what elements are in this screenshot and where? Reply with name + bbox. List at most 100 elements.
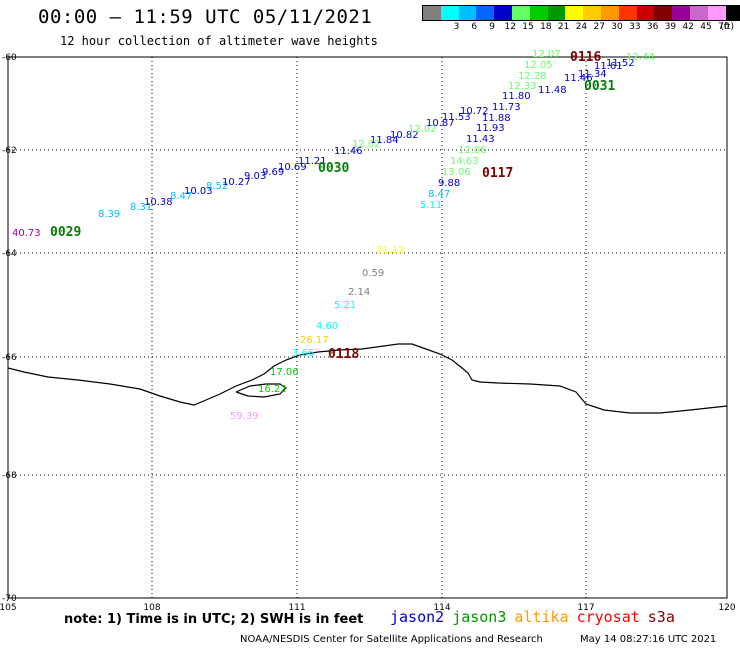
wave-height-label: 10.72 — [460, 106, 489, 117]
legend-swatch — [672, 6, 690, 20]
pass-time-label: 0116 — [570, 50, 601, 65]
pass-time-labels: 0029 0030 0031 0116 0117 0118 — [50, 50, 615, 362]
wave-height-label: 11.21 — [298, 156, 327, 167]
pass-time-label: 0117 — [482, 166, 513, 181]
map-subtitle: 12 hour collection of altimeter wave hei… — [60, 34, 378, 48]
generation-timestamp: May 14 08:27:16 UTC 2021 — [580, 634, 717, 645]
legend-swatch — [654, 6, 673, 20]
legend-tick-label: 42 — [682, 22, 694, 32]
latitude-label: -66 — [2, 353, 17, 363]
wave-height-label: 21.12 — [376, 245, 405, 256]
wave-height-label: 9.88 — [438, 178, 460, 189]
legend-swatch — [600, 6, 619, 20]
wave-height-label: 8.31 — [130, 202, 152, 213]
wave-height-label: 12.44 — [626, 52, 655, 63]
legend-tick-label: 30 — [611, 22, 623, 32]
legend-swatch — [458, 6, 477, 20]
antarctic-coastline — [7, 343, 728, 414]
legend-swatch — [565, 6, 584, 20]
wave-height-label: 10.27 — [222, 177, 251, 188]
wave-height-label: 12.28 — [518, 71, 547, 82]
wave-height-label: 11.43 — [466, 134, 495, 145]
satellite-name: cryosat — [576, 608, 640, 626]
legend-swatch — [636, 6, 655, 20]
legend-swatch — [440, 6, 459, 20]
latitude-label: -70 — [2, 594, 17, 604]
wave-height-label: 5.21 — [334, 300, 356, 311]
wave-height-label: 14.63 — [450, 156, 479, 167]
legend-tick-label: 18 — [540, 22, 552, 32]
legend-swatch — [423, 6, 441, 20]
map-title: 00:00 – 11:59 UTC 05/11/2021 — [38, 6, 373, 28]
wave-height-label: 3.66 — [292, 348, 314, 359]
color-legend-labels: 3 6 9 12 15 18 21 24 27 30 33 36 39 42 45 70 (ft) — [422, 22, 740, 34]
wave-height-label: 8.39 — [98, 209, 120, 220]
legend-tick-label: 24 — [575, 22, 588, 32]
legend-tick-label: 15 — [522, 22, 534, 32]
legend-swatch — [511, 6, 530, 20]
legend-tick-label: 3 — [453, 22, 460, 32]
pass-time-label: 0030 — [318, 161, 349, 176]
wave-height-label: 12.02 — [352, 139, 381, 150]
wave-height-label: 8.47 — [170, 191, 192, 202]
wave-height-label: 11.46 — [334, 146, 363, 157]
pass-time-label: 0029 — [50, 225, 81, 240]
legend-swatch — [725, 6, 740, 20]
latitude-label: -62 — [2, 146, 17, 156]
longitude-label: 108 — [143, 603, 160, 613]
wave-height-label: 9.69 — [262, 167, 284, 178]
wave-height-label: 11.53 — [442, 112, 471, 123]
legend-swatch — [547, 6, 566, 20]
wave-height-label: 5.11 — [420, 200, 442, 211]
legend-tick-label: 33 — [629, 22, 641, 32]
wave-height-label: 8.52 — [206, 181, 228, 192]
pass-time-label: 0118 — [328, 347, 359, 362]
credit-text: NOAA/NESDIS Center for Satellite Applica… — [240, 634, 543, 645]
wave-height-label: 11.73 — [492, 102, 521, 113]
longitude-label: 117 — [577, 603, 594, 613]
legend-tick-label: 21 — [557, 22, 570, 32]
legend-tick-label: 12 — [504, 22, 516, 32]
latitude-label: -64 — [2, 249, 17, 259]
wave-height-label: 11.84 — [370, 135, 399, 146]
legend-tick-label: 39 — [664, 22, 677, 32]
legend-tick-label: 36 — [646, 22, 659, 32]
longitude-label: 114 — [433, 603, 450, 613]
wave-height-label: 40.73 — [12, 228, 41, 239]
wave-height-label: 12.02 — [408, 124, 437, 135]
legend-swatch — [494, 6, 512, 20]
longitude-label: 120 — [718, 603, 735, 613]
wave-height-label: 59.39 — [230, 411, 259, 422]
latitude-label: -68 — [2, 471, 17, 481]
wave-height-label: 0.59 — [362, 268, 384, 279]
legend-unit: (ft) — [720, 22, 734, 32]
wave-height-label: 10.03 — [184, 186, 213, 197]
wave-height-label: 26.17 — [300, 335, 329, 346]
wave-height-label: 10.38 — [144, 197, 173, 208]
wave-height-label: 2.14 — [348, 287, 370, 298]
wave-height-label: 8.47 — [428, 189, 450, 200]
legend-swatch — [618, 6, 637, 20]
wave-height-label: 12.33 — [508, 81, 537, 92]
map-border — [7, 56, 728, 599]
wave-height-label: 10.87 — [426, 118, 455, 129]
satellite-name: jason3 — [452, 608, 507, 626]
wave-height-label: 11.80 — [502, 91, 531, 102]
wave-height-label: 11.88 — [482, 113, 511, 124]
wave-height-label: 12.06 — [458, 145, 487, 156]
wave-height-label: 11.48 — [538, 85, 567, 96]
legend-swatch — [707, 6, 726, 20]
wave-height-label: 11.46 — [564, 73, 593, 84]
legend-swatch — [583, 6, 601, 20]
latitude-label: -60 — [2, 53, 17, 63]
legend-tick-label: 9 — [489, 22, 495, 32]
wave-height-label: 4.60 — [316, 321, 338, 332]
wave-height-label: 13.06 — [442, 167, 471, 178]
legend-tick-label: 45 — [700, 22, 712, 32]
wave-height-labels: 40.738.398.3110.388.4710.038.5210.279.03… — [12, 49, 655, 422]
legend-swatch — [476, 6, 495, 20]
legend-tick-label: 70 — [718, 22, 730, 32]
wave-height-label: 11.93 — [476, 123, 505, 134]
legend-swatch — [529, 6, 548, 20]
